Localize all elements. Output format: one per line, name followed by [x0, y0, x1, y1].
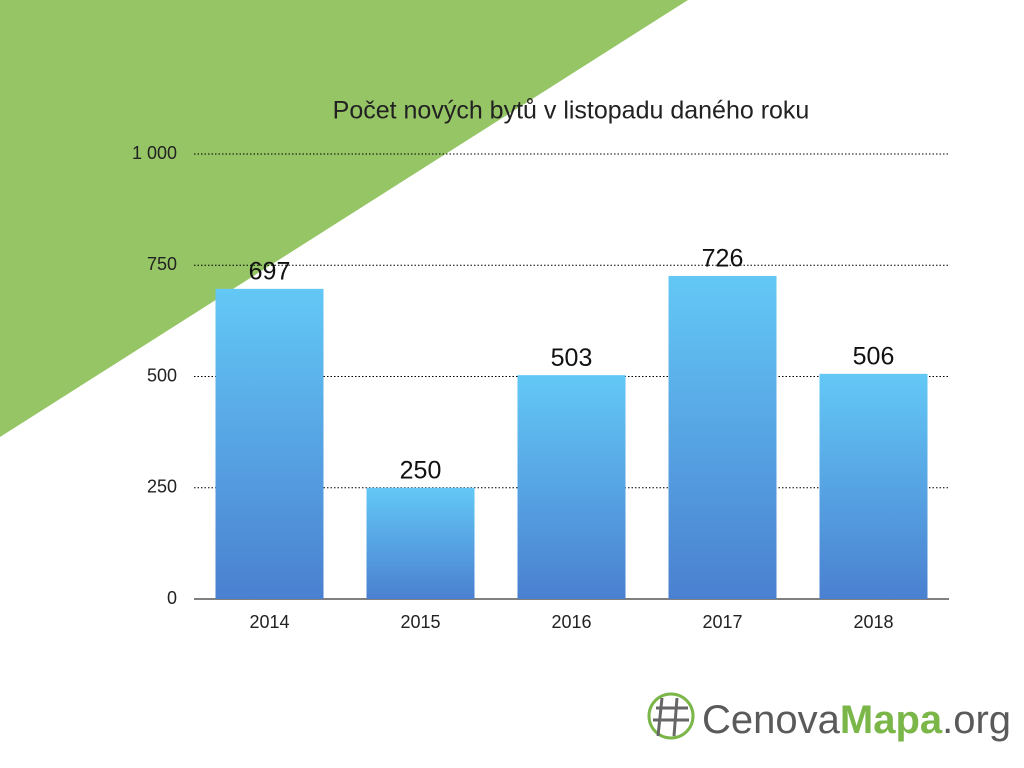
logo-grid	[653, 697, 689, 737]
bar	[366, 487, 475, 599]
x-tick-label: 2018	[853, 612, 893, 632]
x-tick-label: 2015	[400, 612, 440, 632]
value-label: 503	[551, 344, 593, 372]
value-label: 250	[400, 456, 442, 484]
bar	[668, 275, 777, 599]
logo-part: Mapa	[840, 698, 943, 742]
y-tick-label: 750	[147, 254, 177, 274]
x-tick-label: 2016	[551, 612, 591, 632]
y-tick-label: 500	[147, 365, 177, 385]
background-triangle	[0, 0, 688, 437]
y-tick-label: 1 000	[132, 143, 177, 163]
value-label: 697	[249, 257, 291, 285]
logo-text: CenovaMapa.org	[702, 698, 1011, 742]
logo-globe	[647, 692, 695, 740]
x-tick-label: 2017	[702, 612, 742, 632]
logo: CenovaMapa.org	[647, 692, 1011, 742]
bar	[215, 288, 324, 599]
value-label: 506	[853, 342, 895, 370]
logo-part: .org	[942, 698, 1011, 742]
bar	[517, 375, 626, 599]
y-tick-label: 250	[147, 477, 177, 497]
y-tick-label: 0	[167, 588, 177, 608]
value-label: 726	[702, 245, 744, 273]
bar	[819, 373, 928, 599]
logo-part: Cenova	[702, 698, 841, 742]
chart-title: Počet nových bytů v listopadu daného rok…	[333, 97, 810, 125]
x-tick-label: 2014	[249, 612, 289, 632]
